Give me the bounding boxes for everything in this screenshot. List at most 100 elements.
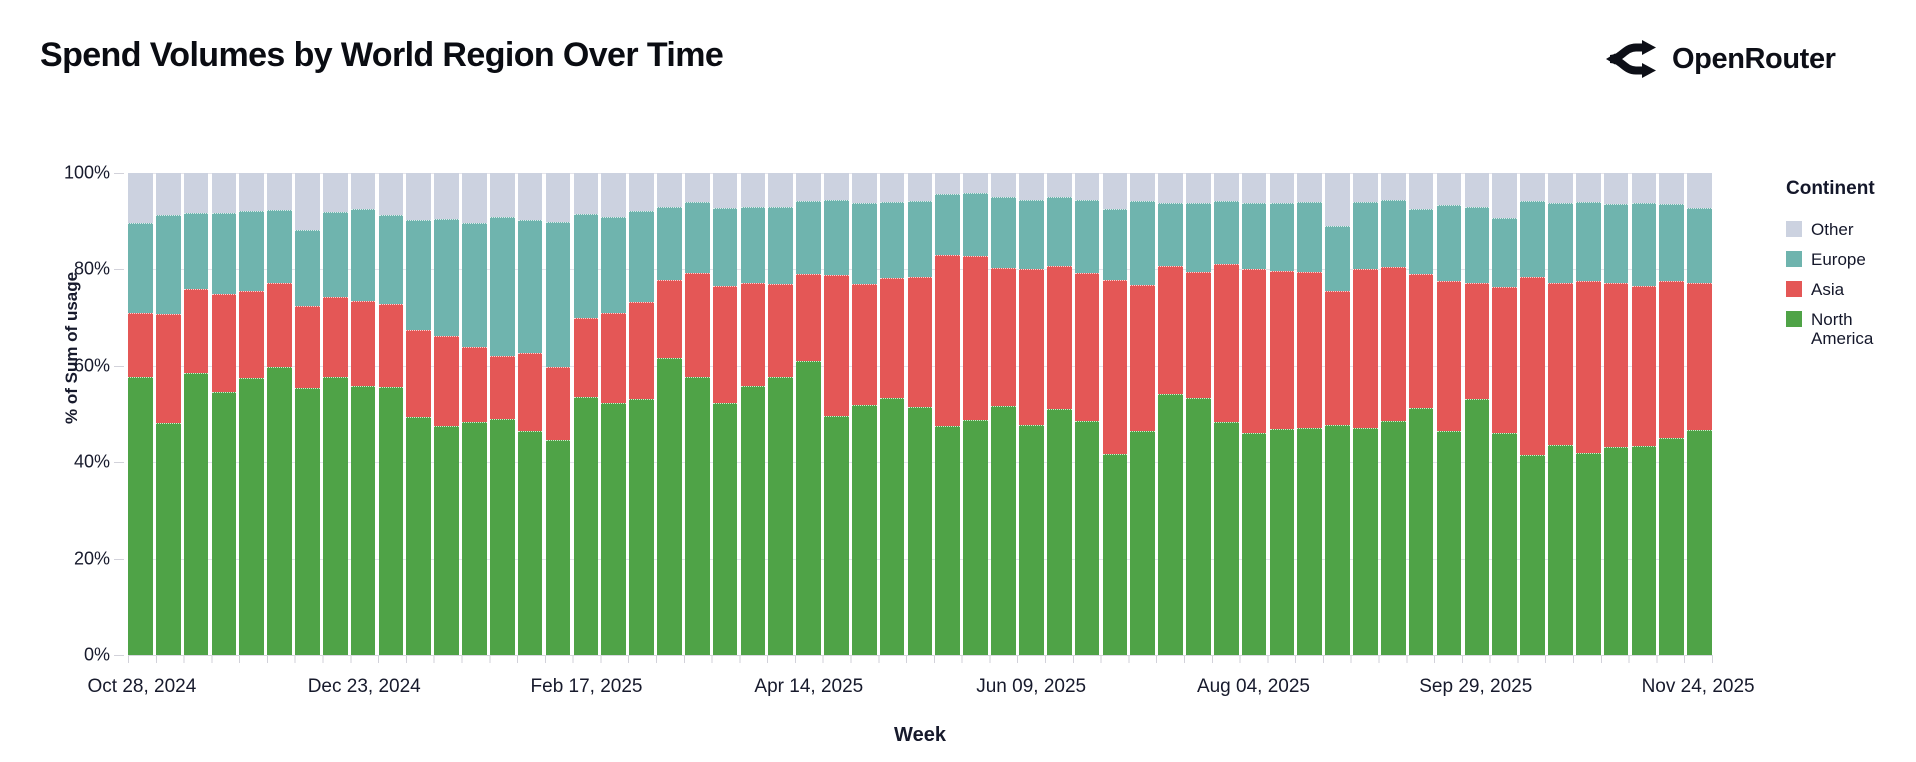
segment-other[interactable]	[128, 173, 153, 223]
segment-europe[interactable]	[879, 201, 905, 278]
segment-asia[interactable]	[1102, 279, 1128, 454]
bar-week-Oct-20-2025[interactable]	[1548, 173, 1573, 655]
bar-week-Sep-15-2025[interactable]	[1408, 173, 1434, 655]
segment-asia[interactable]	[1575, 281, 1601, 454]
segment-other[interactable]	[629, 173, 654, 212]
segment-europe[interactable]	[489, 217, 515, 357]
segment-north-america[interactable]	[1520, 454, 1545, 655]
segment-north-america[interactable]	[1687, 429, 1712, 655]
segment-asia[interactable]	[1130, 284, 1156, 431]
segment-other[interactable]	[1241, 173, 1267, 204]
segment-asia[interactable]	[1687, 282, 1712, 430]
segment-europe[interactable]	[1269, 203, 1295, 271]
segment-other[interactable]	[517, 173, 543, 221]
segment-asia[interactable]	[657, 279, 682, 358]
segment-other[interactable]	[1575, 173, 1601, 202]
segment-europe[interactable]	[1687, 207, 1712, 283]
bar-week-Jan-27-2025[interactable]	[489, 173, 515, 655]
segment-asia[interactable]	[1436, 281, 1462, 431]
segment-asia[interactable]	[462, 347, 487, 422]
segment-north-america[interactable]	[1269, 429, 1295, 655]
bar-week-Apr-14-2025[interactable]	[796, 173, 821, 655]
segment-other[interactable]	[211, 173, 237, 213]
segment-other[interactable]	[1464, 173, 1490, 208]
segment-asia[interactable]	[406, 330, 432, 417]
segment-europe[interactable]	[1213, 200, 1239, 265]
segment-asia[interactable]	[712, 285, 738, 404]
segment-asia[interactable]	[1046, 266, 1072, 410]
bar-week-Jan-06-2025[interactable]	[406, 173, 432, 655]
segment-north-america[interactable]	[128, 376, 153, 655]
bar-week-Jun-30-2025[interactable]	[1102, 173, 1128, 655]
segment-europe[interactable]	[768, 206, 794, 285]
segment-other[interactable]	[1380, 173, 1406, 200]
segment-north-america[interactable]	[545, 440, 571, 655]
segment-europe[interactable]	[1548, 203, 1573, 284]
bar-week-Apr-21-2025[interactable]	[824, 173, 849, 655]
segment-asia[interactable]	[1492, 286, 1517, 433]
segment-north-america[interactable]	[963, 419, 988, 655]
segment-north-america[interactable]	[1158, 394, 1183, 655]
segment-asia[interactable]	[1631, 285, 1657, 446]
segment-europe[interactable]	[657, 206, 682, 280]
segment-europe[interactable]	[629, 211, 654, 303]
segment-asia[interactable]	[740, 283, 766, 386]
segment-asia[interactable]	[183, 289, 209, 373]
segment-north-america[interactable]	[1046, 409, 1072, 655]
segment-asia[interactable]	[434, 335, 459, 427]
bar-week-Nov-10-2025[interactable]	[1631, 173, 1657, 655]
segment-asia[interactable]	[796, 274, 821, 361]
bar-week-Feb-03-2025[interactable]	[517, 173, 543, 655]
segment-asia[interactable]	[267, 283, 292, 368]
segment-north-america[interactable]	[462, 421, 487, 655]
segment-north-america[interactable]	[1019, 425, 1044, 655]
segment-other[interactable]	[740, 173, 766, 208]
segment-asia[interactable]	[963, 255, 988, 420]
segment-north-america[interactable]	[378, 387, 404, 655]
segment-asia[interactable]	[684, 272, 710, 377]
segment-other[interactable]	[1436, 173, 1462, 205]
segment-other[interactable]	[295, 173, 320, 230]
bar-week-May-26-2025[interactable]	[963, 173, 988, 655]
segment-asia[interactable]	[1325, 290, 1350, 426]
segment-asia[interactable]	[1659, 281, 1685, 438]
segment-asia[interactable]	[295, 305, 320, 389]
segment-europe[interactable]	[1325, 225, 1350, 291]
segment-europe[interactable]	[1353, 201, 1378, 270]
bar-week-Jul-14-2025[interactable]	[1158, 173, 1183, 655]
segment-europe[interactable]	[907, 200, 933, 277]
segment-europe[interactable]	[1074, 199, 1100, 273]
segment-other[interactable]	[1102, 173, 1128, 210]
bar-week-Aug-25-2025[interactable]	[1325, 173, 1350, 655]
bar-week-Feb-10-2025[interactable]	[545, 173, 571, 655]
segment-other[interactable]	[684, 173, 710, 202]
segment-north-america[interactable]	[1213, 421, 1239, 655]
segment-europe[interactable]	[267, 210, 292, 284]
segment-north-america[interactable]	[155, 422, 181, 655]
segment-other[interactable]	[1046, 173, 1072, 197]
segment-other[interactable]	[601, 173, 626, 218]
segment-other[interactable]	[406, 173, 432, 221]
bar-week-Oct-27-2025[interactable]	[1575, 173, 1601, 655]
segment-north-america[interactable]	[1186, 397, 1211, 655]
bar-week-Nov-11-2024[interactable]	[183, 173, 209, 655]
segment-europe[interactable]	[1603, 204, 1629, 283]
bar-week-May-05-2025[interactable]	[879, 173, 905, 655]
segment-other[interactable]	[1186, 173, 1211, 204]
segment-asia[interactable]	[1269, 270, 1295, 430]
segment-north-america[interactable]	[1380, 421, 1406, 655]
segment-asia[interactable]	[1603, 282, 1629, 447]
segment-europe[interactable]	[1186, 203, 1211, 272]
segment-north-america[interactable]	[267, 367, 292, 655]
segment-north-america[interactable]	[1408, 408, 1434, 655]
segment-north-america[interactable]	[1548, 444, 1573, 655]
segment-asia[interactable]	[1297, 272, 1323, 429]
bar-week-Sep-22-2025[interactable]	[1436, 173, 1462, 655]
segment-north-america[interactable]	[851, 404, 877, 655]
segment-north-america[interactable]	[935, 426, 961, 655]
bar-week-Apr-07-2025[interactable]	[768, 173, 794, 655]
segment-north-america[interactable]	[1241, 433, 1267, 655]
segment-europe[interactable]	[1631, 202, 1657, 286]
segment-other[interactable]	[1019, 173, 1044, 200]
segment-asia[interactable]	[128, 313, 153, 377]
